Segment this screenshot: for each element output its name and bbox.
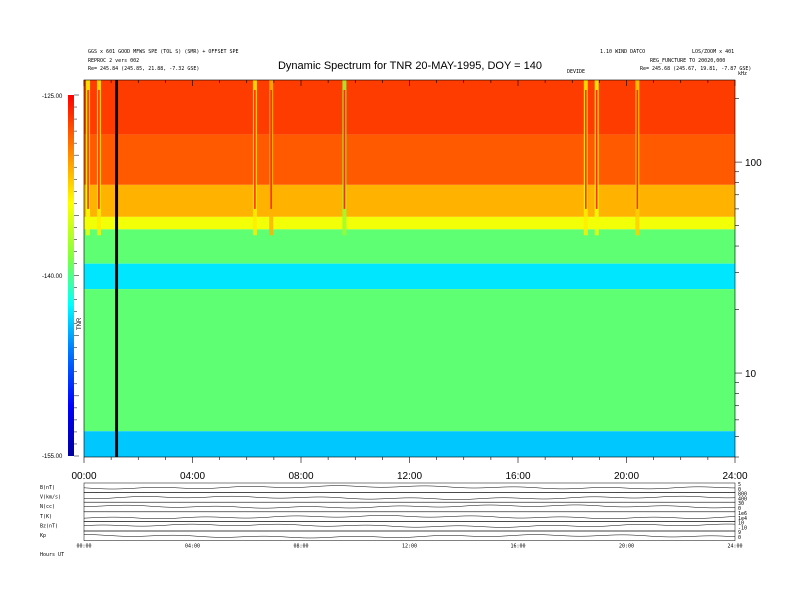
header-left-3: Re= 245.84 (245.85, 21.88, -7.32 GSE) [88,66,199,72]
panel-tick-label: 0 [738,506,741,512]
header-right-1: 1.10 WIND DATCO [600,49,645,55]
panel-x-tick-label: 20:00 [619,544,634,550]
x-axis-ticks [83,80,736,463]
panel-x-tick-labels: 00:00 04:00 08:00 12:00 16:00 20:00 24:00 [76,544,742,550]
x-axis-tick-labels: 00:00 04:00 08:00 12:00 16:00 20:00 24:00 [71,471,747,482]
panel-frame [83,521,736,532]
freq-unit-label: kHz [738,71,747,77]
panel-x-tick-label: 04:00 [185,544,200,550]
panel-frame [83,530,736,541]
panel-trace [83,523,736,528]
panel-label: V(km/s) [40,495,61,501]
panel-x-tick-label: 12:00 [402,544,417,550]
radio-burst-core-4 [343,90,346,209]
radio-burst-core-3 [270,90,272,209]
header-right-4: Re= 245.68 (245.67, 19.81, -7.87 GSE) [640,66,751,72]
panel-label: B(nT) [40,485,55,491]
panel-frame [83,482,736,493]
panel-tick-label: -10 [738,525,747,531]
panel-tick-label: 0 [738,535,741,541]
colorbar-tick-label-top: -125.00 [42,94,63,100]
panel-label: T(K) [40,514,52,520]
panel-frame [83,492,736,503]
colorbar [68,95,74,456]
panel-tick-label: 0 [738,487,741,493]
radio-burst-core-7 [636,90,639,209]
x-tick-label: 12:00 [397,471,422,482]
radio-burst-core-2 [254,90,256,209]
y-tick-label: 10 [745,369,757,380]
panel-label: Kp [40,533,46,539]
header-mid: DEVIDE [567,69,585,75]
spectrogram [84,80,735,457]
y-tick-label: 100 [745,158,762,169]
x-tick-label: 16:00 [505,471,530,482]
spectrum-band-3 [84,216,735,230]
spectrum-band-0 [84,80,735,135]
x-tick-label: 00:00 [71,471,96,482]
spectrum-band-1 [84,134,735,185]
panel-tick-label: 30 [738,501,744,507]
panel-x-tick-label: 24:00 [727,544,742,550]
spectrum-band-4 [84,229,735,264]
panel-tick-label: 5 [738,482,741,488]
header-right-3: REG_FUNCTURE TO 20020,000 [650,58,725,64]
chart-title: Dynamic Spectrum for TNR 20-MAY-1995, DO… [278,60,542,72]
colorbar-label: TNR [77,317,83,330]
panel-frame [83,501,736,513]
header-right-2: LOS/ZOOM x 401 [692,49,734,55]
panel-trace [84,504,736,509]
x-tick-label: 08:00 [288,471,313,482]
header-left-1: GGS x 601 GOOD MFWS SPE (TOL S) (SMR) + … [88,49,239,55]
radio-burst-core-1 [98,90,100,209]
spectrum-band-6 [84,289,735,432]
y-axis-tick-labels: 100 10 [745,158,762,380]
panel-tick-label: 1e4 [738,516,747,522]
colorbar-tick-label-mid: -140.00 [42,274,63,280]
radio-burst-core-0 [87,90,89,209]
x-tick-label: 04:00 [180,471,205,482]
x-tick-label: 20:00 [614,471,639,482]
panel-tick-label: 10 [738,520,744,526]
spectrum-band-5 [84,263,735,290]
panel-label: Bz(nT) [40,523,58,529]
panel-tick-label: 9 [738,530,741,536]
panel-trace [83,515,736,520]
radio-burst-core-6 [595,90,598,209]
spectrum-band-7 [84,431,735,457]
panel-tick-label: 400 [738,497,747,503]
panel-footer-label: Hours UT [40,552,64,558]
panel-x-tick-label: 08:00 [293,544,308,550]
panel-trace [83,495,736,500]
colorbar-tick-label-bottom: -155.00 [42,454,63,460]
radio-burst-core-5 [585,90,587,209]
panel-trace [83,485,736,490]
panel-tick-label: 800 [738,492,747,498]
panel-trace [84,534,736,539]
spectrum-band-2 [84,184,735,217]
colorbar-ticks [74,94,79,457]
x-tick-label: 24:00 [722,471,747,482]
panel-x-tick-label: 16:00 [510,544,525,550]
panel-label: N(cc) [40,504,55,510]
header-left-2: REPROC 2 vers 002 [88,58,139,64]
y-axis-ticks [735,98,742,458]
panel-tick-label: 1e6 [738,511,747,517]
panel-x-tick-label: 00:00 [76,544,91,550]
